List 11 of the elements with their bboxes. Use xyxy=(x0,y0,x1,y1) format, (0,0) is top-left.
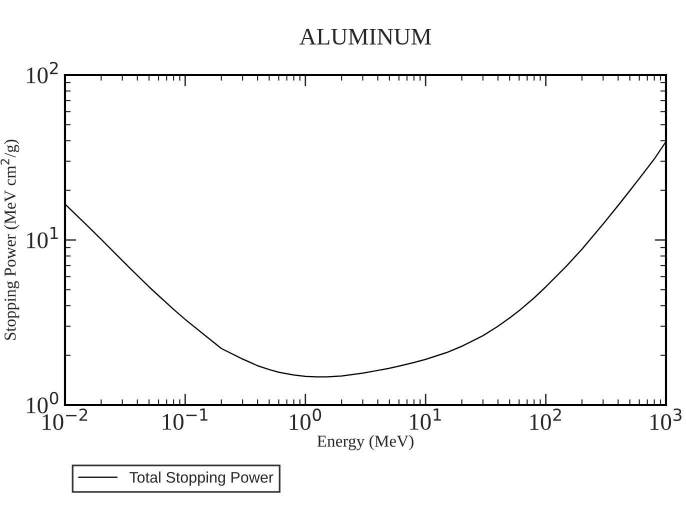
x-tick-label: 10$^{−1}$ xyxy=(162,408,208,430)
x-tick-label: 10$^{1}$ xyxy=(410,408,441,430)
x-axis-title: Energy (MeV) xyxy=(317,435,414,450)
chart-title: ALUMINUM xyxy=(299,28,432,45)
y-tick-label: 10$^{2}$ xyxy=(27,62,58,84)
y-tick-label: 10$^{1}$ xyxy=(27,226,58,248)
x-tick-label: 10$^{2}$ xyxy=(530,408,561,430)
legend-label: Total Stopping Power xyxy=(130,472,274,486)
y-axis-title: Stopping Power (MeV cm$^{2}$/g) xyxy=(0,140,20,340)
x-tick-label: 10$^{3}$ xyxy=(650,408,682,430)
x-tick-label: 10$^{0}$ xyxy=(290,408,322,430)
